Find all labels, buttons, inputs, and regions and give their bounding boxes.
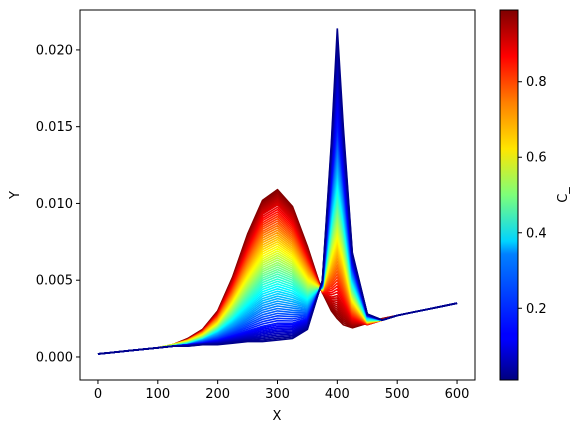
colorbar-tick-label: 0.2 — [526, 302, 547, 317]
x-axis-ticks: 0 100 200 300 400 500 600 — [94, 380, 470, 402]
plot-area: 0 100 200 300 400 500 600 0.000 0.005 0.010 0.015… — [8, 9, 476, 424]
x-tick-label: 0 — [94, 387, 102, 402]
y-tick-label: 0.015 — [36, 120, 73, 135]
series-layer — [97, 28, 458, 355]
colorbar-bar — [499, 9, 519, 381]
colorbar-tick-label: 0.6 — [526, 151, 547, 166]
x-axis-label: X — [273, 409, 282, 424]
x-tick-label: 100 — [145, 387, 170, 402]
y-tick-label: 0.010 — [36, 197, 73, 212]
colorbar-tick-label: 0.4 — [526, 226, 547, 241]
colorbar: 0.2 0.4 0.6 0.8 C_ — [499, 9, 571, 381]
y-tick-label: 0.000 — [36, 350, 73, 365]
colorbar-label: C_ — [556, 187, 571, 203]
series-line-70 — [97, 28, 458, 355]
colorbar-ticks: 0.2 0.4 0.6 0.8 — [518, 75, 547, 317]
y-axis-label: Y — [8, 191, 23, 200]
x-tick-label: 400 — [325, 387, 350, 402]
x-tick-label: 600 — [445, 387, 470, 402]
colorbar-tick-label: 0.8 — [526, 75, 547, 90]
y-tick-label: 0.005 — [36, 274, 73, 289]
x-tick-label: 300 — [265, 387, 290, 402]
x-tick-label: 500 — [385, 387, 410, 402]
y-axis-ticks: 0.000 0.005 0.010 0.015 0.020 — [36, 43, 80, 365]
y-tick-label: 0.020 — [36, 43, 73, 58]
x-tick-label: 200 — [205, 387, 230, 402]
